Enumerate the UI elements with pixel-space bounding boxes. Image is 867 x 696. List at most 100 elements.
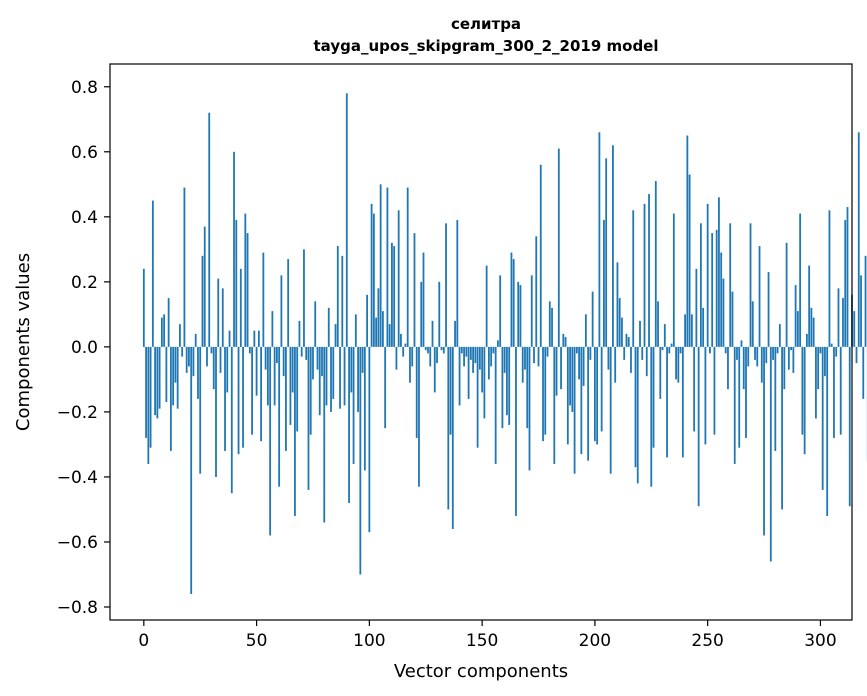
bar <box>842 298 844 347</box>
bar <box>690 314 693 347</box>
bar <box>305 346 308 360</box>
bar <box>167 298 170 347</box>
bar <box>542 346 544 442</box>
bar <box>404 343 407 347</box>
bar <box>224 346 226 451</box>
bar <box>769 346 772 562</box>
bar <box>269 346 272 536</box>
bar <box>857 132 860 347</box>
bar <box>307 346 310 490</box>
bar <box>720 252 723 347</box>
bar <box>803 346 806 455</box>
bar <box>693 346 696 432</box>
x-axis-label: Vector components <box>394 661 568 682</box>
bar <box>420 281 423 347</box>
bar <box>433 346 436 393</box>
bar <box>325 346 328 406</box>
bar <box>666 346 668 458</box>
bar <box>474 346 477 364</box>
bar <box>794 285 797 347</box>
bar <box>722 278 725 347</box>
bar <box>248 346 251 354</box>
bar <box>632 210 635 347</box>
y-tick-label: −0.6 <box>57 533 98 553</box>
bar <box>391 242 393 347</box>
bar <box>679 346 682 354</box>
bar <box>469 346 472 360</box>
bar <box>663 324 666 347</box>
bar <box>623 346 626 360</box>
bar <box>212 346 215 390</box>
bar <box>736 346 738 360</box>
bar <box>239 268 242 347</box>
bar <box>142 268 145 347</box>
bar <box>427 346 429 354</box>
bar <box>862 346 865 399</box>
bar <box>618 298 621 347</box>
bar <box>790 346 792 351</box>
bar <box>600 346 603 432</box>
bar <box>377 288 380 347</box>
bar <box>605 158 608 347</box>
bar <box>332 346 335 399</box>
bar <box>675 346 677 380</box>
bar <box>582 346 585 386</box>
bar <box>422 252 425 347</box>
bar <box>684 314 686 347</box>
bar <box>503 346 506 373</box>
bar <box>528 346 531 471</box>
bar <box>630 346 632 373</box>
bar <box>359 346 362 575</box>
bar <box>445 223 447 347</box>
bar <box>860 275 862 347</box>
bar <box>580 346 583 455</box>
bar <box>636 346 639 484</box>
bar <box>654 181 657 347</box>
bar <box>785 242 788 347</box>
bar <box>314 301 317 347</box>
bar <box>499 275 502 347</box>
bar <box>246 233 249 347</box>
bar <box>294 346 296 516</box>
bar <box>487 346 490 380</box>
bar <box>406 187 409 347</box>
bar <box>156 346 159 419</box>
bar <box>160 317 163 347</box>
bar <box>709 346 711 354</box>
bar <box>846 207 849 347</box>
bar <box>384 346 387 429</box>
bar <box>147 346 150 464</box>
bar <box>174 346 177 383</box>
bar <box>749 223 752 347</box>
bar <box>711 233 714 347</box>
bar <box>411 346 414 367</box>
bar <box>440 346 443 351</box>
bar <box>262 252 265 347</box>
bar <box>309 346 312 435</box>
bar <box>418 346 420 487</box>
bar <box>833 346 835 438</box>
bar <box>704 346 707 445</box>
bar <box>754 346 756 360</box>
bar <box>481 346 484 393</box>
bar <box>589 346 592 360</box>
bar <box>713 346 716 435</box>
bar <box>203 226 206 347</box>
bar <box>724 346 727 354</box>
bar <box>151 200 154 347</box>
bar <box>409 346 411 383</box>
bar <box>350 346 353 393</box>
bar <box>264 346 267 370</box>
bar <box>219 346 222 373</box>
bar <box>361 346 364 373</box>
bar <box>598 132 601 347</box>
bar <box>697 346 700 507</box>
bar <box>251 346 253 435</box>
bar <box>742 346 745 390</box>
bar <box>774 346 777 451</box>
bar <box>303 249 305 347</box>
bar <box>456 220 459 347</box>
bars-group <box>142 93 867 594</box>
y-tick-label: 0.2 <box>71 273 98 293</box>
bar <box>575 346 578 354</box>
